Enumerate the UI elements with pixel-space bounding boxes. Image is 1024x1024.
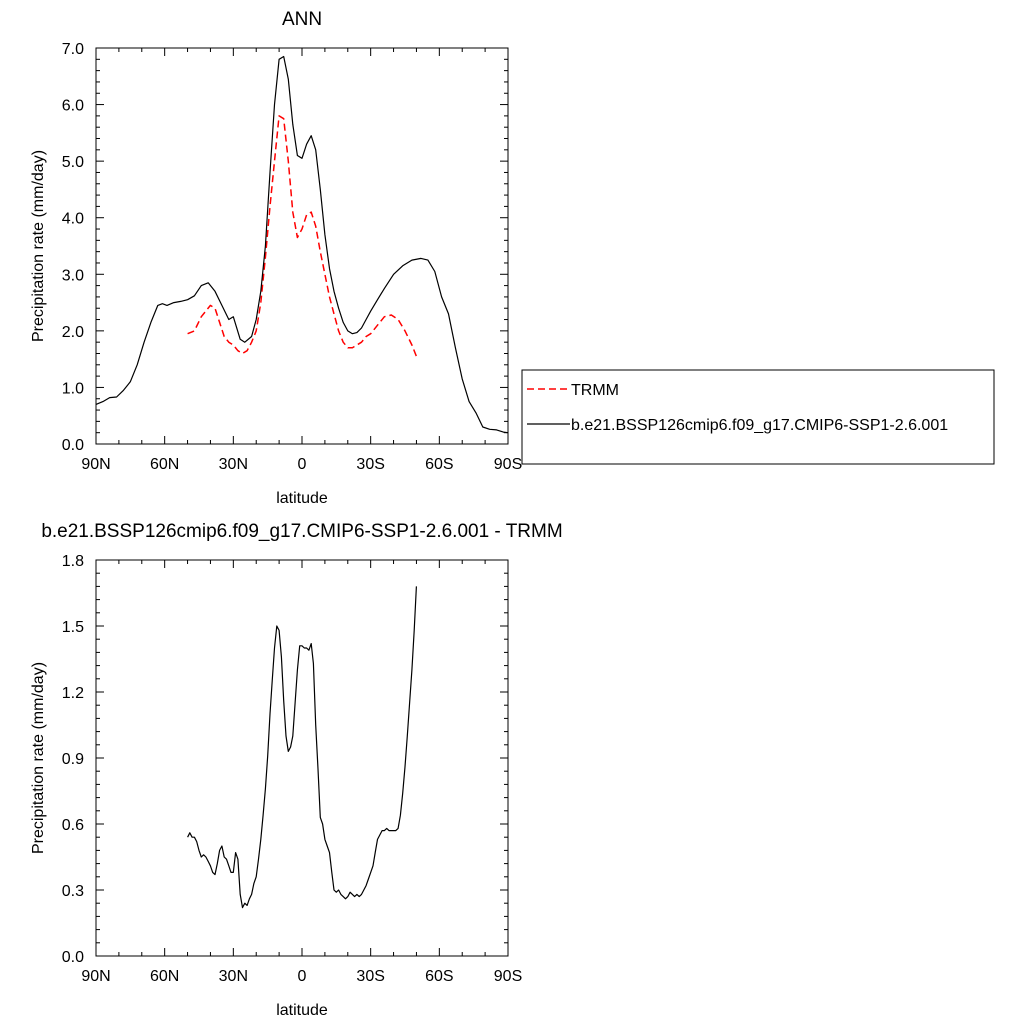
y-tick-label: 0.0 [62, 949, 84, 966]
chart-title: ANN [282, 9, 322, 30]
plot-frame [95, 47, 509, 445]
y-tick-label: 1.8 [62, 553, 84, 570]
y-axis-label: Precipitation rate (mm/day) [30, 150, 47, 342]
axes: 90N 60N 30N 0 30S 60S 90S 0.0 0.3 0.6 0.9 1.2 1.5 1.8 [62, 553, 522, 985]
chart-title: b.e21.BSSP126cmip6.f09_g17.CMIP6-SSP1-2.… [41, 521, 562, 542]
y-tick-label: 0.9 [62, 751, 84, 768]
x-axis-label: latitude [276, 490, 328, 507]
y-axis-label: Precipitation rate (mm/day) [30, 662, 47, 854]
x-tick-label: 90S [494, 968, 522, 985]
series-line-difference [187, 586, 417, 909]
x-axis-label: latitude [276, 1002, 328, 1019]
y-tick-label: 2.0 [62, 324, 84, 341]
legend: TRMM b.e21.BSSP126cmip6.f09_g17.CMIP6-SS… [521, 369, 995, 465]
x-tick-label: 0 [298, 456, 307, 473]
x-tick-label: 30N [219, 456, 248, 473]
legend-box [521, 369, 995, 465]
legend-label-trmm: TRMM [571, 382, 619, 399]
plot-frame [95, 559, 509, 957]
plot-lines [95, 55, 509, 434]
x-tick-label: 30S [356, 456, 384, 473]
y-tick-label: 1.2 [62, 685, 84, 702]
y-tick-label: 0.6 [62, 817, 84, 834]
x-tick-label: 90N [81, 456, 110, 473]
y-tick-label: 6.0 [62, 98, 84, 115]
x-tick-label: 60N [150, 456, 179, 473]
x-tick-label: 30N [219, 968, 248, 985]
legend-label-model: b.e21.BSSP126cmip6.f09_g17.CMIP6-SSP1-2.… [571, 417, 948, 434]
axes: 90N 60N 30N 0 30S 60S 90S 0.0 1.0 2.0 3.0 4.0 5.0 6.0… [62, 41, 522, 473]
x-tick-label: 30S [356, 968, 384, 985]
y-tick-label: 5.0 [62, 154, 84, 171]
panel-difference: b.e21.BSSP126cmip6.f09_g17.CMIP6-SSP1-2.… [30, 521, 563, 1019]
y-tick-label: 1.5 [62, 619, 84, 636]
x-tick-label: 60S [425, 968, 453, 985]
y-tick-label: 0.0 [62, 437, 84, 454]
panel-annual-mean: ANN 90N 60N 30N 0 30S 60S 90S 0.0 1.0 2.0 3.0 4.0 5.… [30, 9, 522, 507]
x-tick-label: 90N [81, 968, 110, 985]
plot-lines [187, 586, 417, 909]
y-tick-label: 3.0 [62, 267, 84, 284]
y-tick-label: 4.0 [62, 211, 84, 228]
y-tick-label: 0.3 [62, 883, 84, 900]
y-tick-label: 1.0 [62, 380, 84, 397]
x-tick-label: 0 [298, 968, 307, 985]
series-line-trmm [187, 115, 418, 357]
x-tick-label: 60N [150, 968, 179, 985]
x-tick-label: 90S [494, 456, 522, 473]
series-line-model [95, 55, 509, 434]
x-tick-label: 60S [425, 456, 453, 473]
y-tick-label: 7.0 [62, 41, 84, 58]
